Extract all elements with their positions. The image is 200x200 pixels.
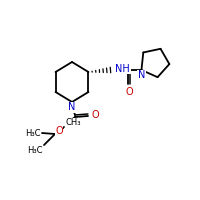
Text: N: N [138,71,145,80]
Text: H₃C: H₃C [28,146,43,155]
Text: H₃C: H₃C [26,129,41,138]
Text: CH₃: CH₃ [65,118,80,127]
Text: N: N [68,102,76,112]
Text: NH: NH [115,64,130,74]
Text: O: O [55,126,63,136]
Text: O: O [126,87,133,97]
Text: O: O [91,110,99,120]
